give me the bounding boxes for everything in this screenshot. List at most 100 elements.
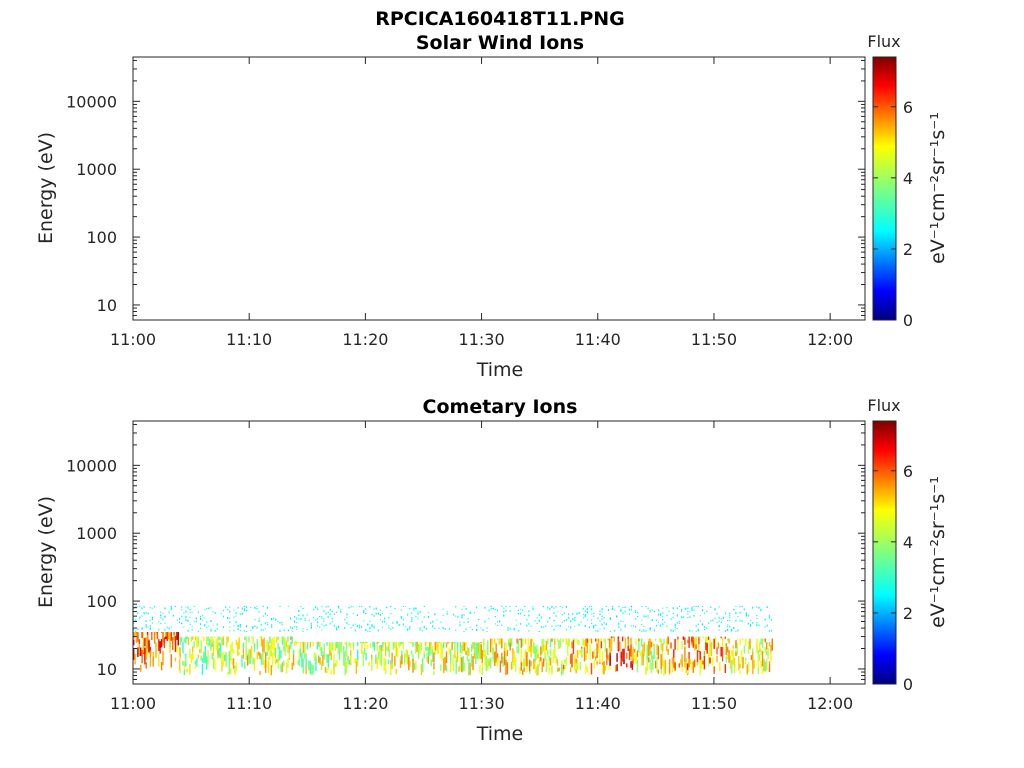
- flux-cell: [329, 608, 331, 611]
- flux-cell: [605, 623, 607, 625]
- flux-cell: [348, 641, 350, 647]
- flux-cell: [364, 641, 366, 648]
- heatmap-region: [562, 638, 611, 675]
- flux-cell: [725, 656, 727, 663]
- flux-cell: [549, 617, 551, 619]
- flux-cell: [365, 612, 367, 614]
- flux-cell: [189, 616, 191, 618]
- flux-cell: [413, 607, 415, 610]
- flux-cell: [656, 644, 658, 656]
- flux-cell: [380, 651, 383, 666]
- flux-cell: [462, 641, 464, 651]
- flux-cell: [362, 651, 364, 666]
- flux-cell: [442, 608, 444, 610]
- flux-cell: [494, 638, 496, 644]
- flux-cell: [599, 648, 601, 663]
- flux-cell: [666, 625, 668, 628]
- flux-cell: [624, 606, 626, 608]
- flux-cell: [264, 612, 266, 615]
- flux-cell: [333, 653, 335, 669]
- flux-cell: [492, 647, 495, 659]
- flux-cell: [149, 607, 151, 609]
- flux-cell: [544, 644, 546, 657]
- flux-cell: [145, 620, 147, 622]
- flux-cell: [672, 630, 674, 632]
- flux-cell: [312, 616, 315, 618]
- flux-cell: [277, 621, 279, 622]
- flux-cell: [510, 638, 513, 647]
- flux-cell: [158, 639, 160, 651]
- flux-cell: [657, 645, 660, 660]
- flux-cell: [649, 610, 651, 613]
- flux-cell: [394, 642, 396, 649]
- flux-cell: [345, 641, 348, 657]
- flux-cell: [764, 661, 766, 672]
- flux-cell: [256, 605, 258, 607]
- flux-cell: [586, 619, 588, 621]
- flux-cell: [724, 630, 727, 632]
- flux-cell: [750, 655, 753, 661]
- flux-cell: [321, 617, 323, 619]
- flux-cell: [641, 638, 643, 647]
- flux-cell: [722, 617, 724, 620]
- flux-cell: [642, 651, 644, 662]
- flux-cell: [361, 605, 363, 607]
- flux-cell: [445, 651, 448, 663]
- flux-cell: [483, 638, 485, 643]
- flux-cell: [634, 612, 637, 613]
- flux-cell: [601, 608, 603, 611]
- flux-cell: [601, 623, 603, 626]
- flux-cell: [299, 646, 302, 658]
- flux-cell: [141, 607, 143, 610]
- flux-cell: [593, 625, 595, 627]
- flux-cell: [572, 640, 575, 655]
- flux-cell: [634, 626, 637, 628]
- flux-cell: [746, 664, 748, 674]
- flux-cell: [593, 613, 595, 614]
- flux-cell: [348, 659, 350, 665]
- flux-cell: [398, 641, 400, 648]
- colorbar-tick-label: 6: [903, 462, 913, 481]
- flux-cell: [423, 625, 425, 628]
- flux-cell: [461, 645, 463, 655]
- flux-cell: [716, 647, 718, 655]
- flux-cell: [227, 636, 229, 641]
- flux-cell: [381, 612, 384, 614]
- flux-cell: [379, 649, 381, 665]
- flux-cell: [417, 611, 419, 613]
- flux-cell: [674, 626, 676, 628]
- flux-cell: [352, 624, 354, 626]
- flux-cell: [426, 646, 428, 651]
- colorbar-tick-label: 0: [903, 675, 913, 694]
- flux-cell: [140, 664, 142, 672]
- flux-cell: [366, 641, 369, 644]
- flux-cell: [532, 606, 534, 608]
- flux-cell: [376, 641, 378, 644]
- flux-cell: [742, 638, 744, 641]
- flux-cell: [569, 654, 572, 664]
- flux-cell: [683, 616, 685, 618]
- flux-cell: [508, 638, 510, 642]
- flux-cell: [447, 641, 449, 644]
- flux-cell: [356, 625, 358, 627]
- flux-cell: [383, 657, 385, 672]
- flux-cell: [301, 653, 303, 668]
- flux-cell: [603, 616, 605, 619]
- flux-cell: [609, 617, 611, 620]
- flux-cell: [194, 636, 197, 641]
- flux-cell: [267, 661, 270, 674]
- flux-cell: [202, 614, 204, 616]
- flux-cell: [516, 638, 518, 644]
- flux-cell: [164, 615, 166, 618]
- flux-cell: [292, 650, 295, 666]
- flux-cell: [517, 609, 519, 611]
- flux-cell: [207, 636, 209, 641]
- flux-cell: [384, 665, 387, 672]
- flux-cell: [503, 615, 505, 617]
- flux-cell: [274, 659, 277, 665]
- flux-cell: [660, 654, 662, 670]
- flux-cell: [133, 639, 135, 646]
- flux-cell: [162, 618, 164, 621]
- flux-cell: [252, 636, 254, 645]
- flux-cell: [216, 628, 218, 630]
